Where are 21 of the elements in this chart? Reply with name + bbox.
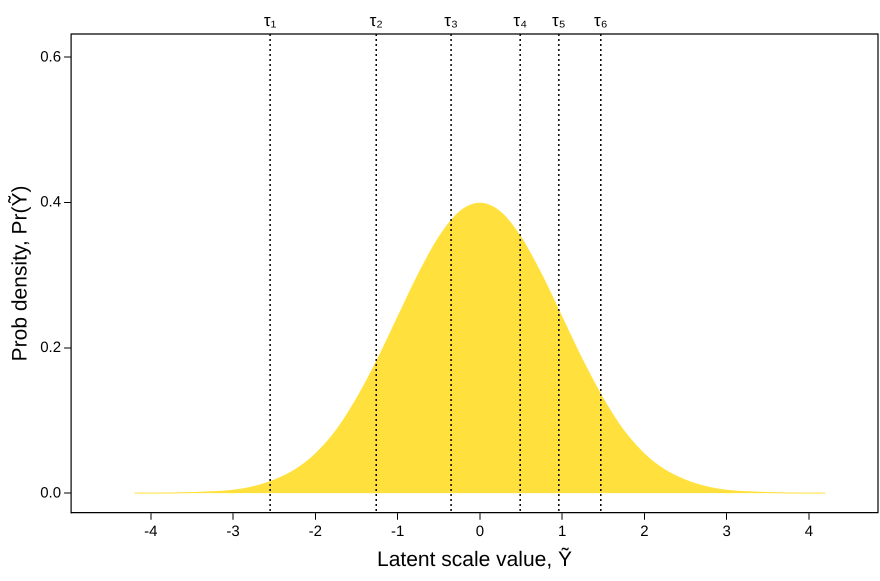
x-axis-title: Latent scale value, Ỹ [377,547,572,572]
y-tick-label: 0.0 [40,484,62,502]
x-tick-label: 4 [804,522,814,540]
x-tick-label: 0 [476,522,484,540]
x-tick-label: -1 [390,522,404,540]
x-tick-label: -4 [144,522,158,540]
y-tick-label: 0.4 [40,194,62,211]
x-tick-label: 2 [640,522,649,540]
ref-line-label: τ₁ [264,11,277,30]
x-tick-label: 3 [722,522,731,540]
x-tick-label: -3 [226,522,240,540]
ref-line-label: τ₅ [552,11,566,30]
y-tick-label: 0.6 [40,48,62,66]
ref-line-label: τ₄ [513,11,528,30]
ref-line-label: τ₆ [594,11,608,30]
x-tick-label: -2 [308,522,322,540]
y-tick-label: 0.2 [40,339,62,356]
y-axis-title: Prob density, Pr(Ỹ) [7,185,32,362]
x-tick-label: 1 [558,522,566,540]
ref-line-label: τ₃ [444,11,458,30]
ref-line-label: τ₂ [370,11,383,30]
